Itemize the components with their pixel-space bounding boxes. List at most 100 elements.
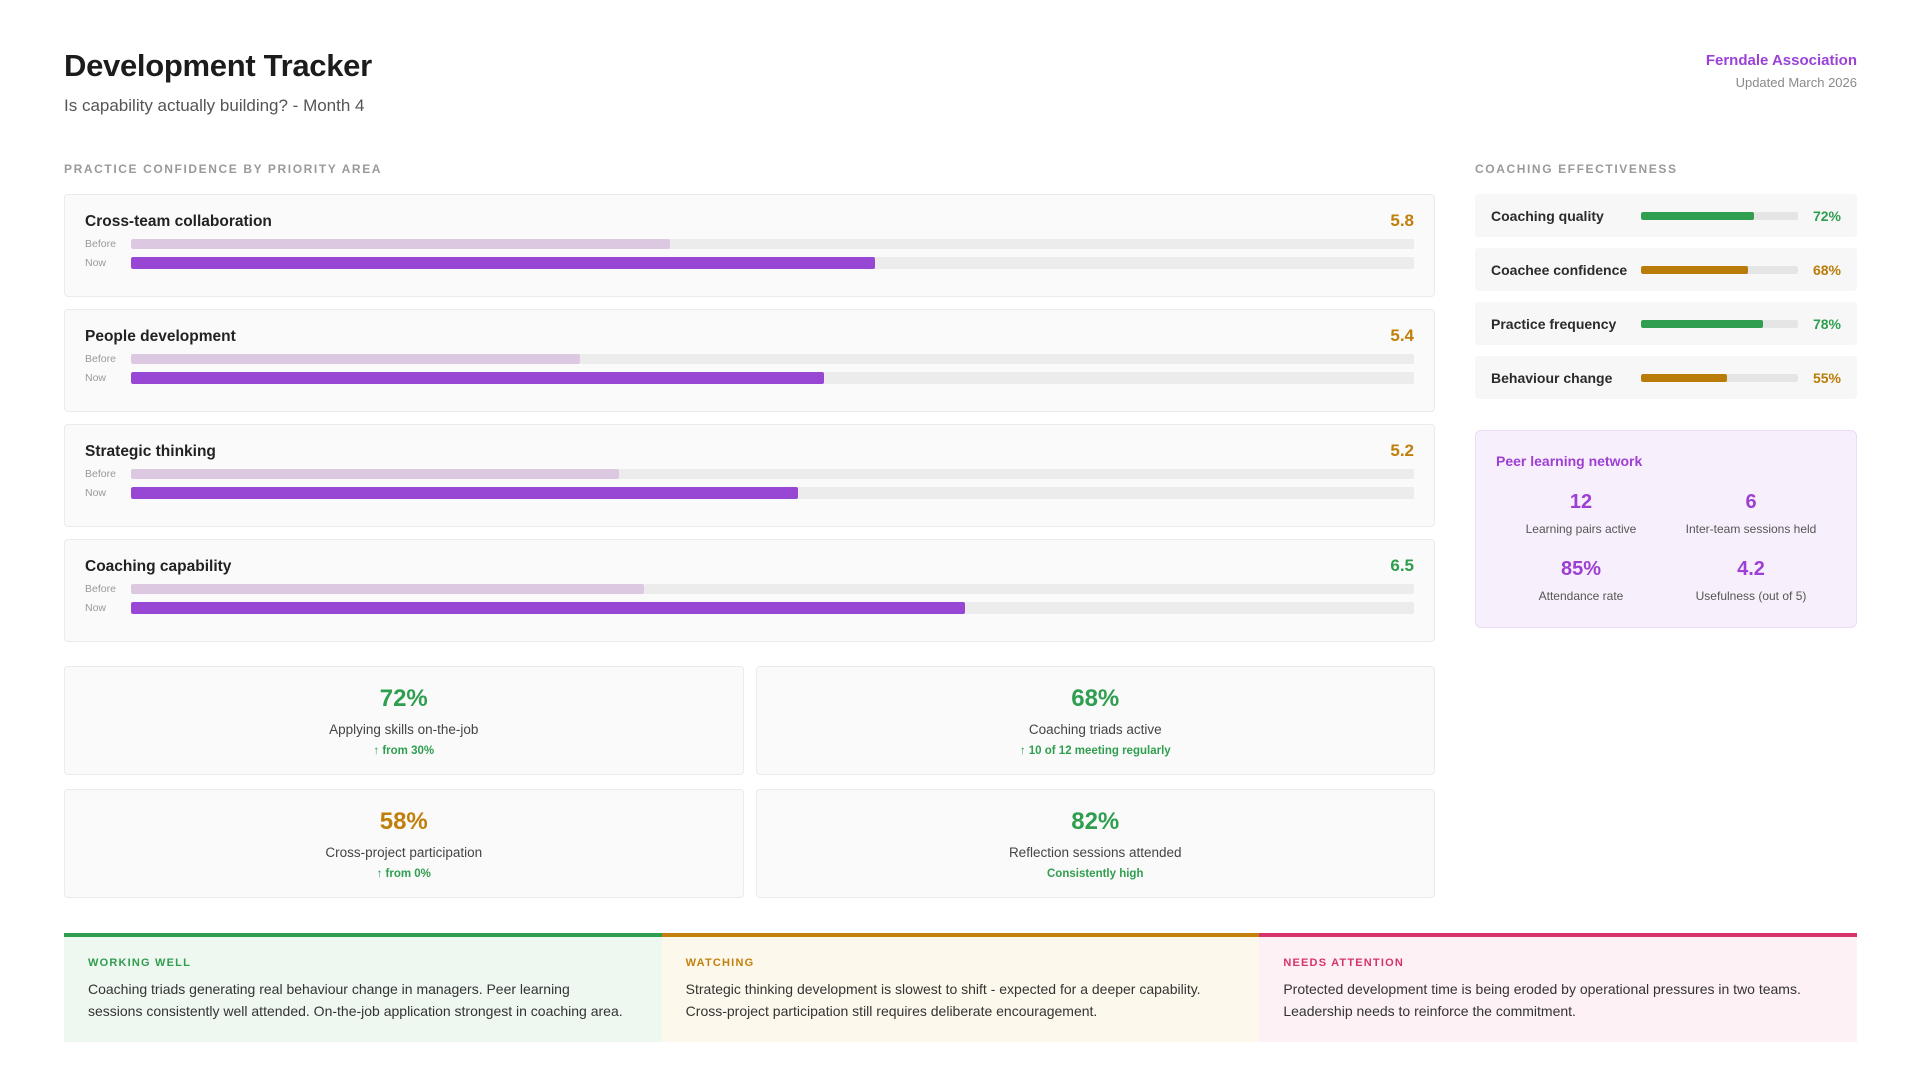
stat-note: Consistently high (1047, 867, 1144, 880)
before-label: Before (85, 583, 116, 595)
area-name: People development (85, 328, 236, 345)
before-bar-fill (131, 354, 581, 364)
callout-heading: NEEDS ATTENTION (1283, 957, 1405, 969)
stat-value: 72% (379, 684, 428, 712)
area-card-people-development: People development 5.4 Before Now (64, 309, 1435, 412)
metric-bar-fill (1641, 319, 1764, 328)
stat-note: ↑ from 0% (376, 867, 431, 880)
metric-bar-track (1641, 265, 1798, 274)
area-card-coaching-capability: Coaching capability 6.5 Before Now (64, 539, 1435, 642)
metric-bar-track (1641, 319, 1798, 328)
peer-stat-value: 6 (1745, 491, 1757, 513)
stat-card-coaching-triads: 68% Coaching triads active ↑ 10 of 12 me… (755, 666, 1435, 775)
peer-stat-label: Attendance rate (1538, 589, 1624, 603)
callout-text: Protected development time is being erod… (1283, 981, 1801, 1019)
metric-practice-frequency: Practice frequency 78% (1475, 302, 1857, 345)
metric-bar-track (1641, 373, 1798, 382)
coaching-effectiveness-section: COACHING EFFECTIVENESS Coaching quality … (1475, 162, 1857, 898)
now-bar-track (131, 372, 1414, 384)
peer-stat-label: Usefulness (out of 5) (1695, 589, 1807, 603)
metric-value: 78% (1812, 315, 1841, 332)
now-label: Now (85, 372, 107, 384)
peer-stat-inter-team-sessions: 6 Inter-team sessions held (1666, 491, 1836, 536)
before-label: Before (85, 468, 116, 480)
stat-note: ↑ from 30% (373, 744, 435, 757)
now-bar-track (131, 602, 1414, 614)
before-bar-track (131, 239, 1414, 249)
callout-watching: WATCHING Strategic thinking development … (661, 933, 1260, 1043)
peer-stat-value: 85% (1560, 558, 1602, 580)
area-name: Coaching capability (85, 558, 232, 575)
before-bar-fill (131, 239, 670, 249)
metric-bar-fill (1641, 373, 1728, 382)
area-score: 6.5 (1390, 556, 1414, 575)
metric-value: 72% (1812, 207, 1841, 224)
callout-needs-attention: NEEDS ATTENTION Protected development ti… (1259, 933, 1858, 1043)
stat-label: Cross-project participation (325, 844, 483, 860)
stat-value: 58% (379, 807, 428, 835)
before-bar-fill (131, 469, 619, 479)
practice-section-heading: PRACTICE CONFIDENCE BY PRIORITY AREA (64, 162, 383, 176)
organization-name: Ferndale Association (1705, 52, 1857, 69)
metric-value: 68% (1812, 261, 1841, 278)
before-label: Before (85, 353, 116, 365)
before-label: Before (85, 238, 116, 250)
before-bar-fill (131, 584, 645, 594)
metric-bar-fill (1641, 211, 1755, 220)
peer-network-title: Peer learning network (1496, 453, 1643, 469)
now-bar-fill (131, 257, 876, 269)
metric-value: 55% (1812, 369, 1841, 386)
main-content: PRACTICE CONFIDENCE BY PRIORITY AREA Cro… (64, 162, 1857, 898)
before-bar-track (131, 584, 1414, 594)
stat-value: 68% (1071, 684, 1120, 712)
stat-label: Applying skills on-the-job (329, 721, 479, 737)
area-card-cross-team-collaboration: Cross-team collaboration 5.8 Before Now (64, 194, 1435, 297)
stat-note: ↑ 10 of 12 meeting regularly (1019, 744, 1171, 757)
now-bar-track (131, 487, 1414, 499)
page-title: Development Tracker (64, 48, 372, 83)
header-left: Development Tracker Is capability actual… (64, 48, 372, 116)
practice-confidence-section: PRACTICE CONFIDENCE BY PRIORITY AREA Cro… (64, 162, 1435, 898)
stat-label: Coaching triads active (1028, 721, 1162, 737)
now-label: Now (85, 257, 107, 269)
area-card-strategic-thinking: Strategic thinking 5.2 Before Now (64, 424, 1435, 527)
metric-label: Behaviour change (1491, 369, 1613, 386)
peer-learning-network-card: Peer learning network 12 Learning pairs … (1475, 430, 1857, 628)
callout-text: Strategic thinking development is slowes… (685, 981, 1201, 1019)
updated-timestamp: Updated March 2026 (1735, 75, 1857, 90)
stat-value: 82% (1071, 807, 1120, 835)
now-label: Now (85, 602, 107, 614)
peer-stat-label: Inter-team sessions held (1685, 522, 1817, 536)
now-bar-track (131, 257, 1414, 269)
stat-label: Reflection sessions attended (1008, 844, 1182, 860)
callout-heading: WATCHING (685, 957, 755, 969)
area-score: 5.4 (1390, 326, 1414, 345)
peer-stat-label: Learning pairs active (1525, 522, 1637, 536)
metric-bar-track (1641, 211, 1798, 220)
metric-coaching-quality: Coaching quality 72% (1475, 194, 1857, 237)
now-bar-fill (131, 372, 824, 384)
peer-stat-usefulness: 4.2 Usefulness (out of 5) (1666, 558, 1836, 603)
peer-stat-attendance-rate: 85% Attendance rate (1496, 558, 1666, 603)
stat-card-reflection-sessions: 82% Reflection sessions attended Consist… (755, 789, 1435, 898)
peer-stat-value: 12 (1569, 491, 1593, 513)
peer-stat-learning-pairs: 12 Learning pairs active (1496, 491, 1666, 536)
stat-card-cross-project: 58% Cross-project participation ↑ from 0… (64, 789, 744, 898)
callout-strip: WORKING WELL Coaching triads generating … (64, 933, 1858, 1043)
before-bar-track (131, 354, 1414, 364)
metric-bar-fill (1641, 265, 1748, 274)
now-bar-fill (131, 487, 799, 499)
metric-behaviour-change: Behaviour change 55% (1475, 356, 1857, 399)
header-right: Ferndale Association Updated March 2026 (1706, 48, 1857, 90)
header: Development Tracker Is capability actual… (64, 48, 1857, 116)
area-score: 5.2 (1390, 441, 1414, 460)
peer-stat-value: 4.2 (1737, 558, 1765, 580)
metric-label: Practice frequency (1491, 315, 1617, 332)
stat-card-grid: 72% Applying skills on-the-job ↑ from 30… (64, 666, 1435, 898)
effectiveness-section-heading: COACHING EFFECTIVENESS (1475, 162, 1678, 176)
callout-working-well: WORKING WELL Coaching triads generating … (64, 933, 662, 1043)
peer-network-grid: 12 Learning pairs active 6 Inter-team se… (1496, 491, 1836, 603)
metric-label: Coaching quality (1491, 207, 1604, 224)
stat-card-applying-skills: 72% Applying skills on-the-job ↑ from 30… (64, 666, 744, 775)
